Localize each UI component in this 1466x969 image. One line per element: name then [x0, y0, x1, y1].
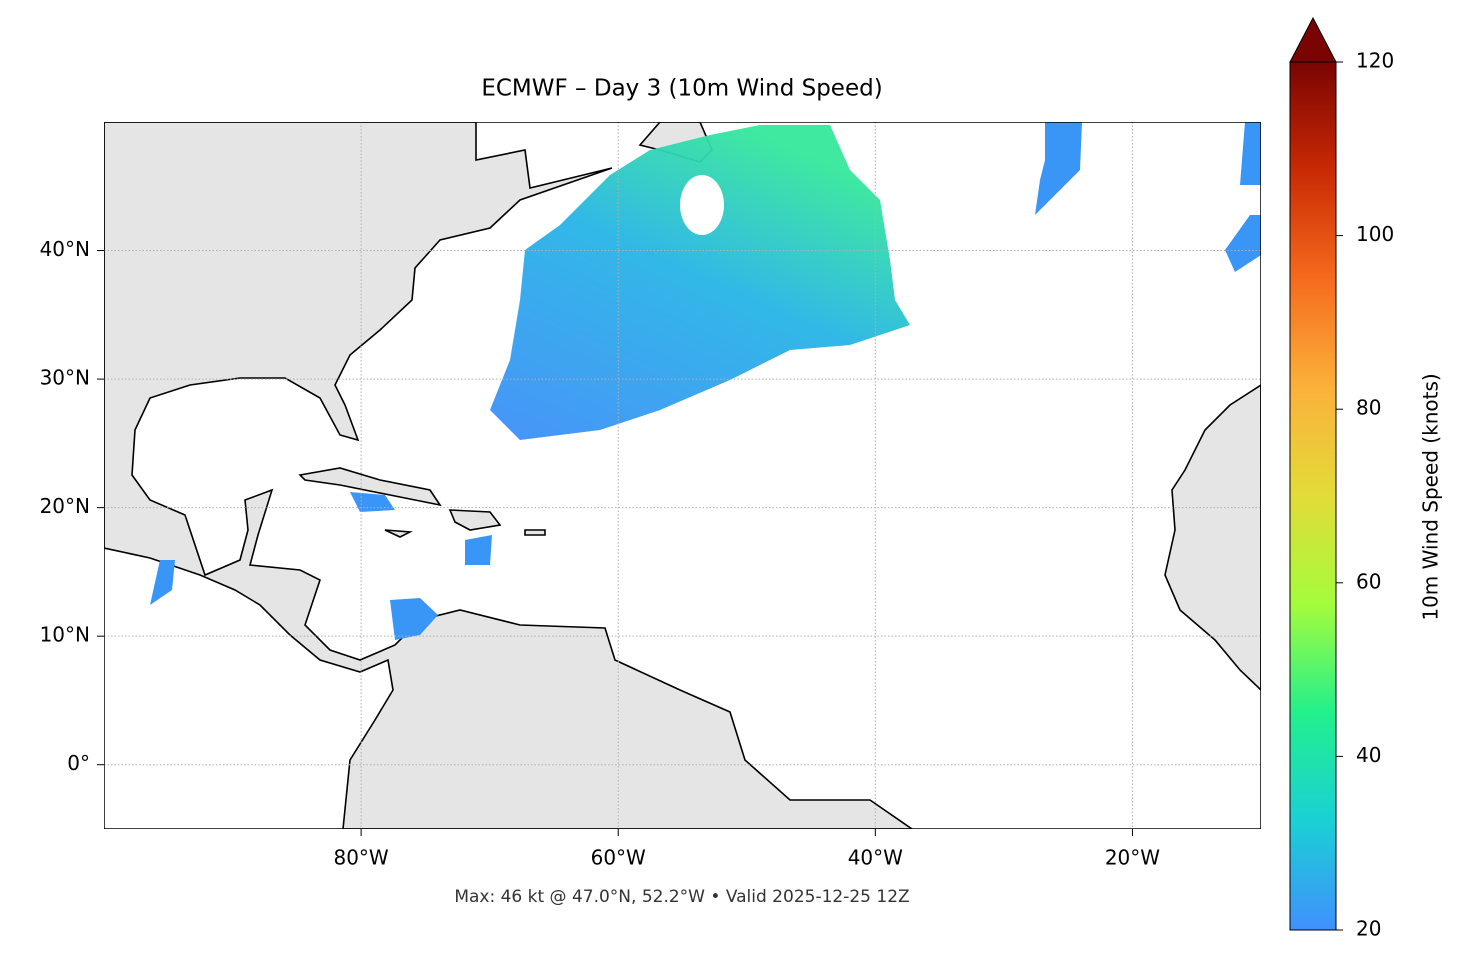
- colorbar-tick-label: 60: [1356, 569, 1381, 593]
- americas: [104, 122, 914, 829]
- jamaica: [384, 529, 413, 538]
- y-tick-label: 30°N: [40, 366, 90, 390]
- wind-patch: [465, 535, 492, 565]
- wind-patch: [150, 560, 175, 605]
- colorbar-tick-label: 40: [1356, 743, 1381, 767]
- chart-title: ECMWF – Day 3 (10m Wind Speed): [481, 76, 882, 102]
- y-tick-label: 10°N: [40, 623, 90, 647]
- x-tick-label: 80°W: [333, 846, 388, 870]
- y-tick-label: 0°: [67, 751, 90, 775]
- wind-patch: [1240, 122, 1261, 185]
- cuba: [298, 467, 442, 507]
- africa: [1164, 384, 1261, 692]
- colorbar-tick-label: 120: [1356, 49, 1394, 73]
- colorbar-extend: [1289, 16, 1337, 63]
- wind-patch: [1035, 122, 1082, 215]
- colorbar: [1289, 61, 1337, 931]
- wind-field: [490, 125, 910, 440]
- colorbar-tick-label: 20: [1356, 917, 1381, 941]
- wind-patch: [390, 598, 438, 640]
- wind-gap: [680, 175, 724, 235]
- wind-patch: [1225, 215, 1261, 272]
- colorbar-tick-label: 100: [1356, 222, 1394, 246]
- footnote: Max: 46 kt @ 47.0°N, 52.2°W • Valid 2025…: [454, 887, 909, 907]
- y-tick-label: 20°N: [40, 494, 90, 518]
- x-tick-label: 60°W: [591, 846, 646, 870]
- colorbar-label: 10m Wind Speed (knots): [1419, 373, 1443, 620]
- x-tick-label: 20°W: [1105, 846, 1160, 870]
- x-tick-label: 40°W: [848, 846, 903, 870]
- map-area: [104, 122, 1261, 829]
- colorbar-tick-label: 80: [1356, 396, 1381, 420]
- y-tick-label: 40°N: [40, 237, 90, 261]
- hispaniola: [448, 509, 502, 531]
- puerto-rico: [524, 529, 546, 536]
